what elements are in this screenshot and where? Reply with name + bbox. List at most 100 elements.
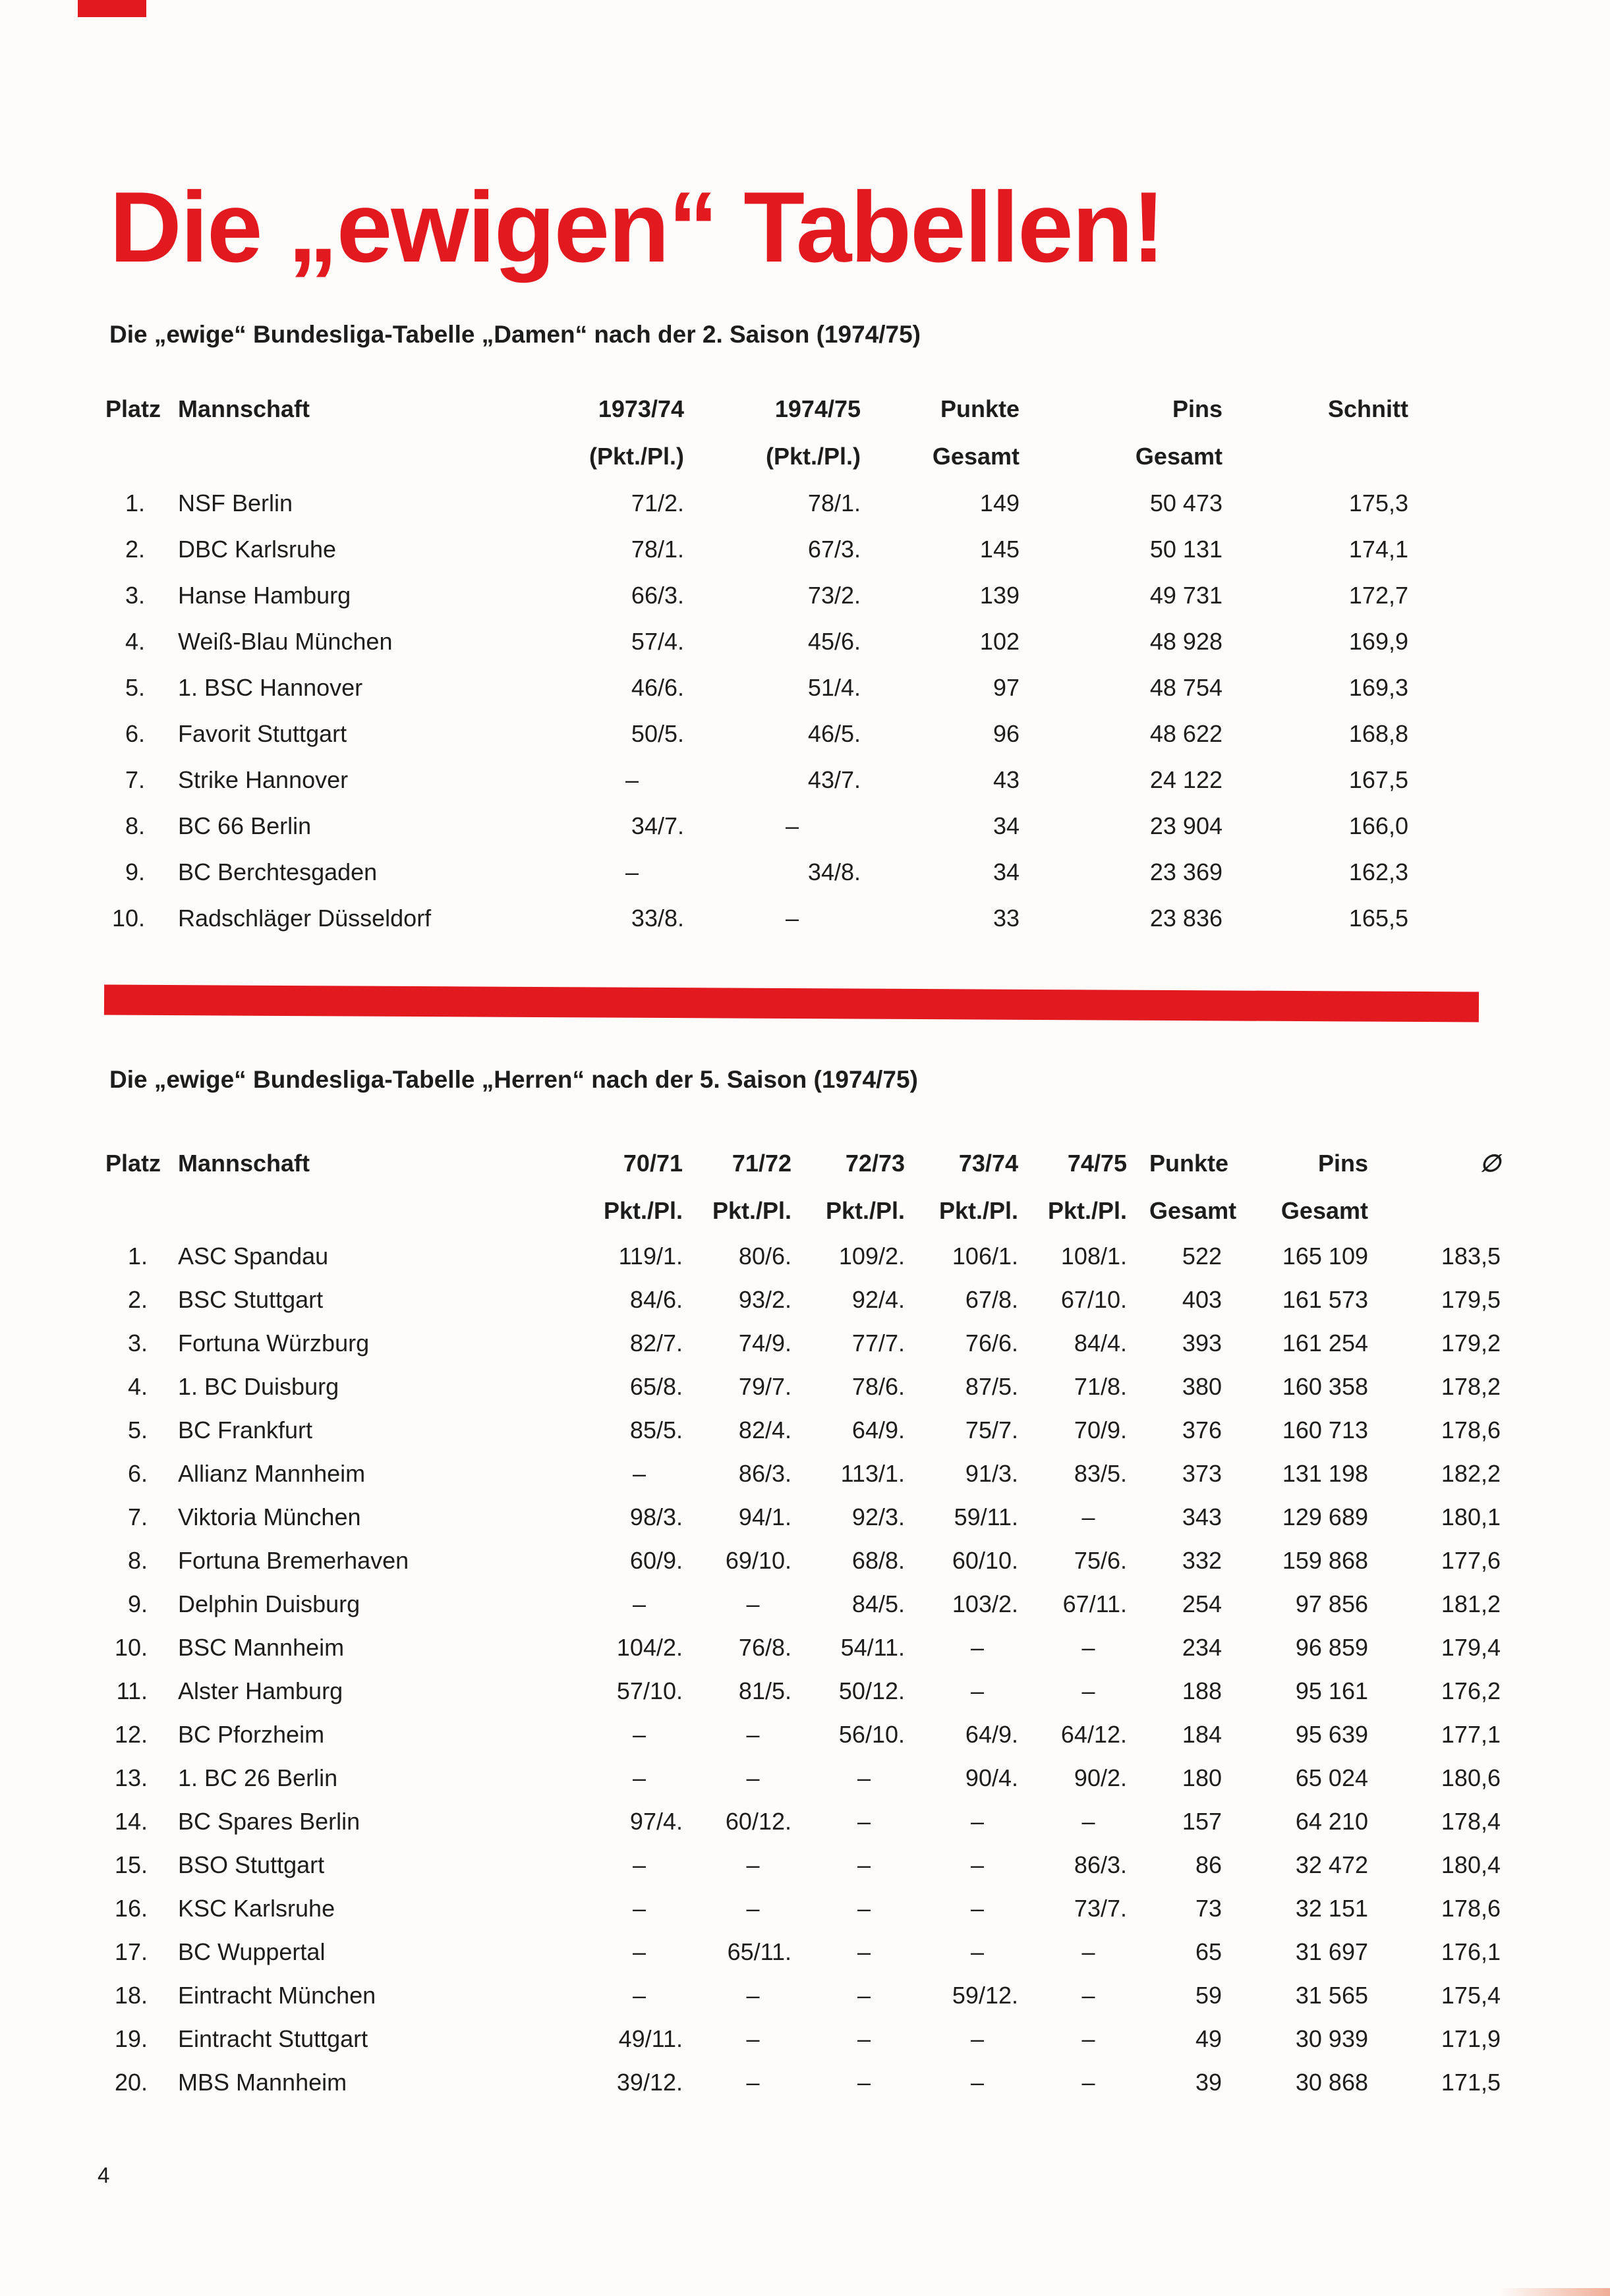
value-cell: –	[746, 1982, 760, 2009]
value-cell: 67/11.	[1062, 1590, 1127, 1617]
value-cell: 92/4.	[851, 1286, 905, 1313]
value-cell: 178,2	[1441, 1373, 1501, 1400]
value-cell: –	[632, 1938, 647, 1965]
value-cell: 78/1.	[631, 536, 684, 563]
table-row: 8. Fortuna Bremerhaven 60/9. 69/10. 68/8. 60/…	[105, 1539, 1523, 1582]
value-cell: 131 198	[1282, 1460, 1368, 1487]
col-header-5: Schnitt	[1328, 395, 1408, 422]
value-cell: –	[632, 1721, 647, 1748]
value-cell: 181,2	[1441, 1590, 1501, 1617]
value-cell: 43	[992, 766, 1020, 793]
rank-cell: 8.	[127, 1547, 148, 1574]
value-cell: 50 131	[1149, 536, 1222, 563]
value-cell: 69/10.	[725, 1547, 791, 1574]
table-row: 13. 1. BC 26 Berlin – – – 90/4. 90/2. 180 65 024…	[105, 1756, 1523, 1800]
value-cell: 145	[979, 536, 1020, 563]
value-cell: 39/12.	[616, 2069, 683, 2096]
value-cell: 80/6.	[738, 1243, 791, 1270]
value-cell: 393	[1182, 1330, 1222, 1357]
team-name-cell: NSF Berlin	[178, 490, 293, 517]
value-cell: 87/5.	[965, 1373, 1018, 1400]
value-cell: 175,4	[1441, 1982, 1501, 2009]
table-row: 7. Strike Hannover – 43/7. 43 24 122 167,5	[105, 757, 1435, 803]
value-cell: 174,1	[1348, 536, 1408, 563]
col-header-platz: Platz	[105, 1150, 161, 1177]
value-cell: 180	[1182, 1764, 1222, 1791]
value-cell: 380	[1182, 1373, 1222, 1400]
team-name-cell: BSC Stuttgart	[178, 1286, 324, 1313]
col-subheader-1: Pkt./Pl.	[603, 1197, 683, 1224]
value-cell: –	[632, 1895, 647, 1922]
value-cell: –	[632, 1851, 647, 1878]
value-cell: 162,3	[1348, 858, 1408, 885]
value-cell: 84/5.	[851, 1590, 905, 1617]
table-row: 5. BC Frankfurt 85/5. 82/4. 64/9. 75/7. 70/9. 3…	[105, 1409, 1523, 1452]
col-subheader-2: Pkt./Pl.	[712, 1197, 791, 1224]
value-cell: 97/4.	[629, 1808, 683, 1835]
value-cell: 30 939	[1295, 2025, 1368, 2052]
value-cell: 57/4.	[631, 628, 684, 655]
value-cell: –	[746, 1764, 760, 1791]
team-name-cell: BC Wuppertal	[178, 1938, 326, 1965]
table-row: 18. Eintracht München – – – 59/12. – 59 31 565 17…	[105, 1974, 1523, 2017]
value-cell: 169,3	[1348, 674, 1408, 701]
value-cell: 106/1.	[952, 1243, 1018, 1270]
value-cell: 188	[1182, 1677, 1222, 1704]
value-cell: 178,4	[1441, 1808, 1501, 1835]
col-header-7: Pins	[1317, 1150, 1368, 1177]
rank-cell: 17.	[114, 1938, 148, 1965]
table-row: 8. BC 66 Berlin 34/7. – 34 23 904 166,0	[105, 803, 1435, 849]
rank-cell: 11.	[116, 1677, 148, 1704]
value-cell: –	[857, 1982, 871, 2009]
value-cell: 104/2.	[616, 1634, 683, 1661]
team-name-cell: Allianz Mannheim	[178, 1460, 366, 1487]
herren-subtitle: Die „ewige“ Bundesliga-Tabelle „Herren“ …	[109, 1066, 918, 1093]
rank-cell: 7.	[127, 1503, 148, 1530]
value-cell: –	[632, 1982, 647, 2009]
value-cell: 34	[992, 858, 1020, 885]
value-cell: –	[857, 2069, 871, 2096]
table-row: 19. Eintracht Stuttgart 49/11. – – – – 49 30 939…	[105, 2017, 1523, 2061]
value-cell: 23 904	[1149, 812, 1222, 839]
value-cell: 78/6.	[851, 1373, 905, 1400]
value-cell: 168,8	[1348, 720, 1408, 747]
value-cell: 177,1	[1441, 1721, 1501, 1748]
value-cell: –	[857, 1808, 871, 1835]
table-row: 16. KSC Karlsruhe – – – – 73/7. 73 32 151 178,6	[105, 1887, 1523, 1930]
value-cell: 46/6.	[631, 674, 684, 701]
value-cell: 46/5.	[807, 720, 861, 747]
value-cell: 178,6	[1441, 1895, 1501, 1922]
value-cell: 56/10.	[838, 1721, 905, 1748]
value-cell: 91/3.	[965, 1460, 1018, 1487]
value-cell: –	[857, 2025, 871, 2052]
team-name-cell: BC 66 Berlin	[178, 812, 312, 839]
team-name-cell: 1. BSC Hannover	[178, 674, 363, 701]
table-row: 12. BC Pforzheim – – 56/10. 64/9. 64/12. 184 95 …	[105, 1713, 1523, 1756]
value-cell: 373	[1182, 1460, 1222, 1487]
value-cell: 32 151	[1295, 1895, 1368, 1922]
team-name-cell: Strike Hannover	[178, 766, 349, 793]
value-cell: 60/10.	[952, 1547, 1018, 1574]
rank-cell: 10.	[111, 905, 145, 932]
value-cell: 85/5.	[629, 1416, 683, 1443]
value-cell: 50 473	[1149, 490, 1222, 517]
value-cell: 166,0	[1348, 812, 1408, 839]
rank-cell: 3.	[125, 582, 145, 609]
value-cell: –	[857, 1895, 871, 1922]
table-row: 11. Alster Hamburg 57/10. 81/5. 50/12. – – 188 9…	[105, 1669, 1523, 1713]
value-cell: 160 358	[1282, 1373, 1368, 1400]
page-number: 4	[98, 2163, 110, 2187]
value-cell: 96 859	[1295, 1634, 1368, 1661]
value-cell: 184	[1182, 1721, 1222, 1748]
value-cell: 109/2.	[838, 1243, 905, 1270]
value-cell: –	[970, 1938, 985, 1965]
team-name-cell: Fortuna Bremerhaven	[178, 1547, 409, 1574]
value-cell: 84/6.	[629, 1286, 683, 1313]
table-row: 15. BSO Stuttgart – – – – 86/3. 86 32 472 180,4	[105, 1843, 1523, 1887]
value-cell: 86	[1195, 1851, 1222, 1878]
value-cell: 86/3.	[1074, 1851, 1127, 1878]
rank-cell: 9.	[125, 858, 145, 885]
col-header-8: ∅	[1391, 1140, 1523, 1187]
value-cell: 73/7.	[1074, 1895, 1127, 1922]
value-cell: 23 369	[1149, 858, 1222, 885]
